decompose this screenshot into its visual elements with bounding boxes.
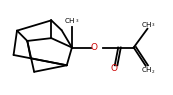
Text: $_{2}$: $_{2}$ bbox=[151, 69, 156, 76]
Text: CH: CH bbox=[65, 18, 75, 24]
Text: $_{3}$: $_{3}$ bbox=[75, 18, 79, 25]
Text: CH: CH bbox=[141, 22, 152, 28]
Text: O: O bbox=[91, 43, 98, 52]
Text: $_{3}$: $_{3}$ bbox=[151, 22, 156, 29]
Text: CH: CH bbox=[141, 67, 152, 73]
Text: O: O bbox=[110, 64, 117, 73]
